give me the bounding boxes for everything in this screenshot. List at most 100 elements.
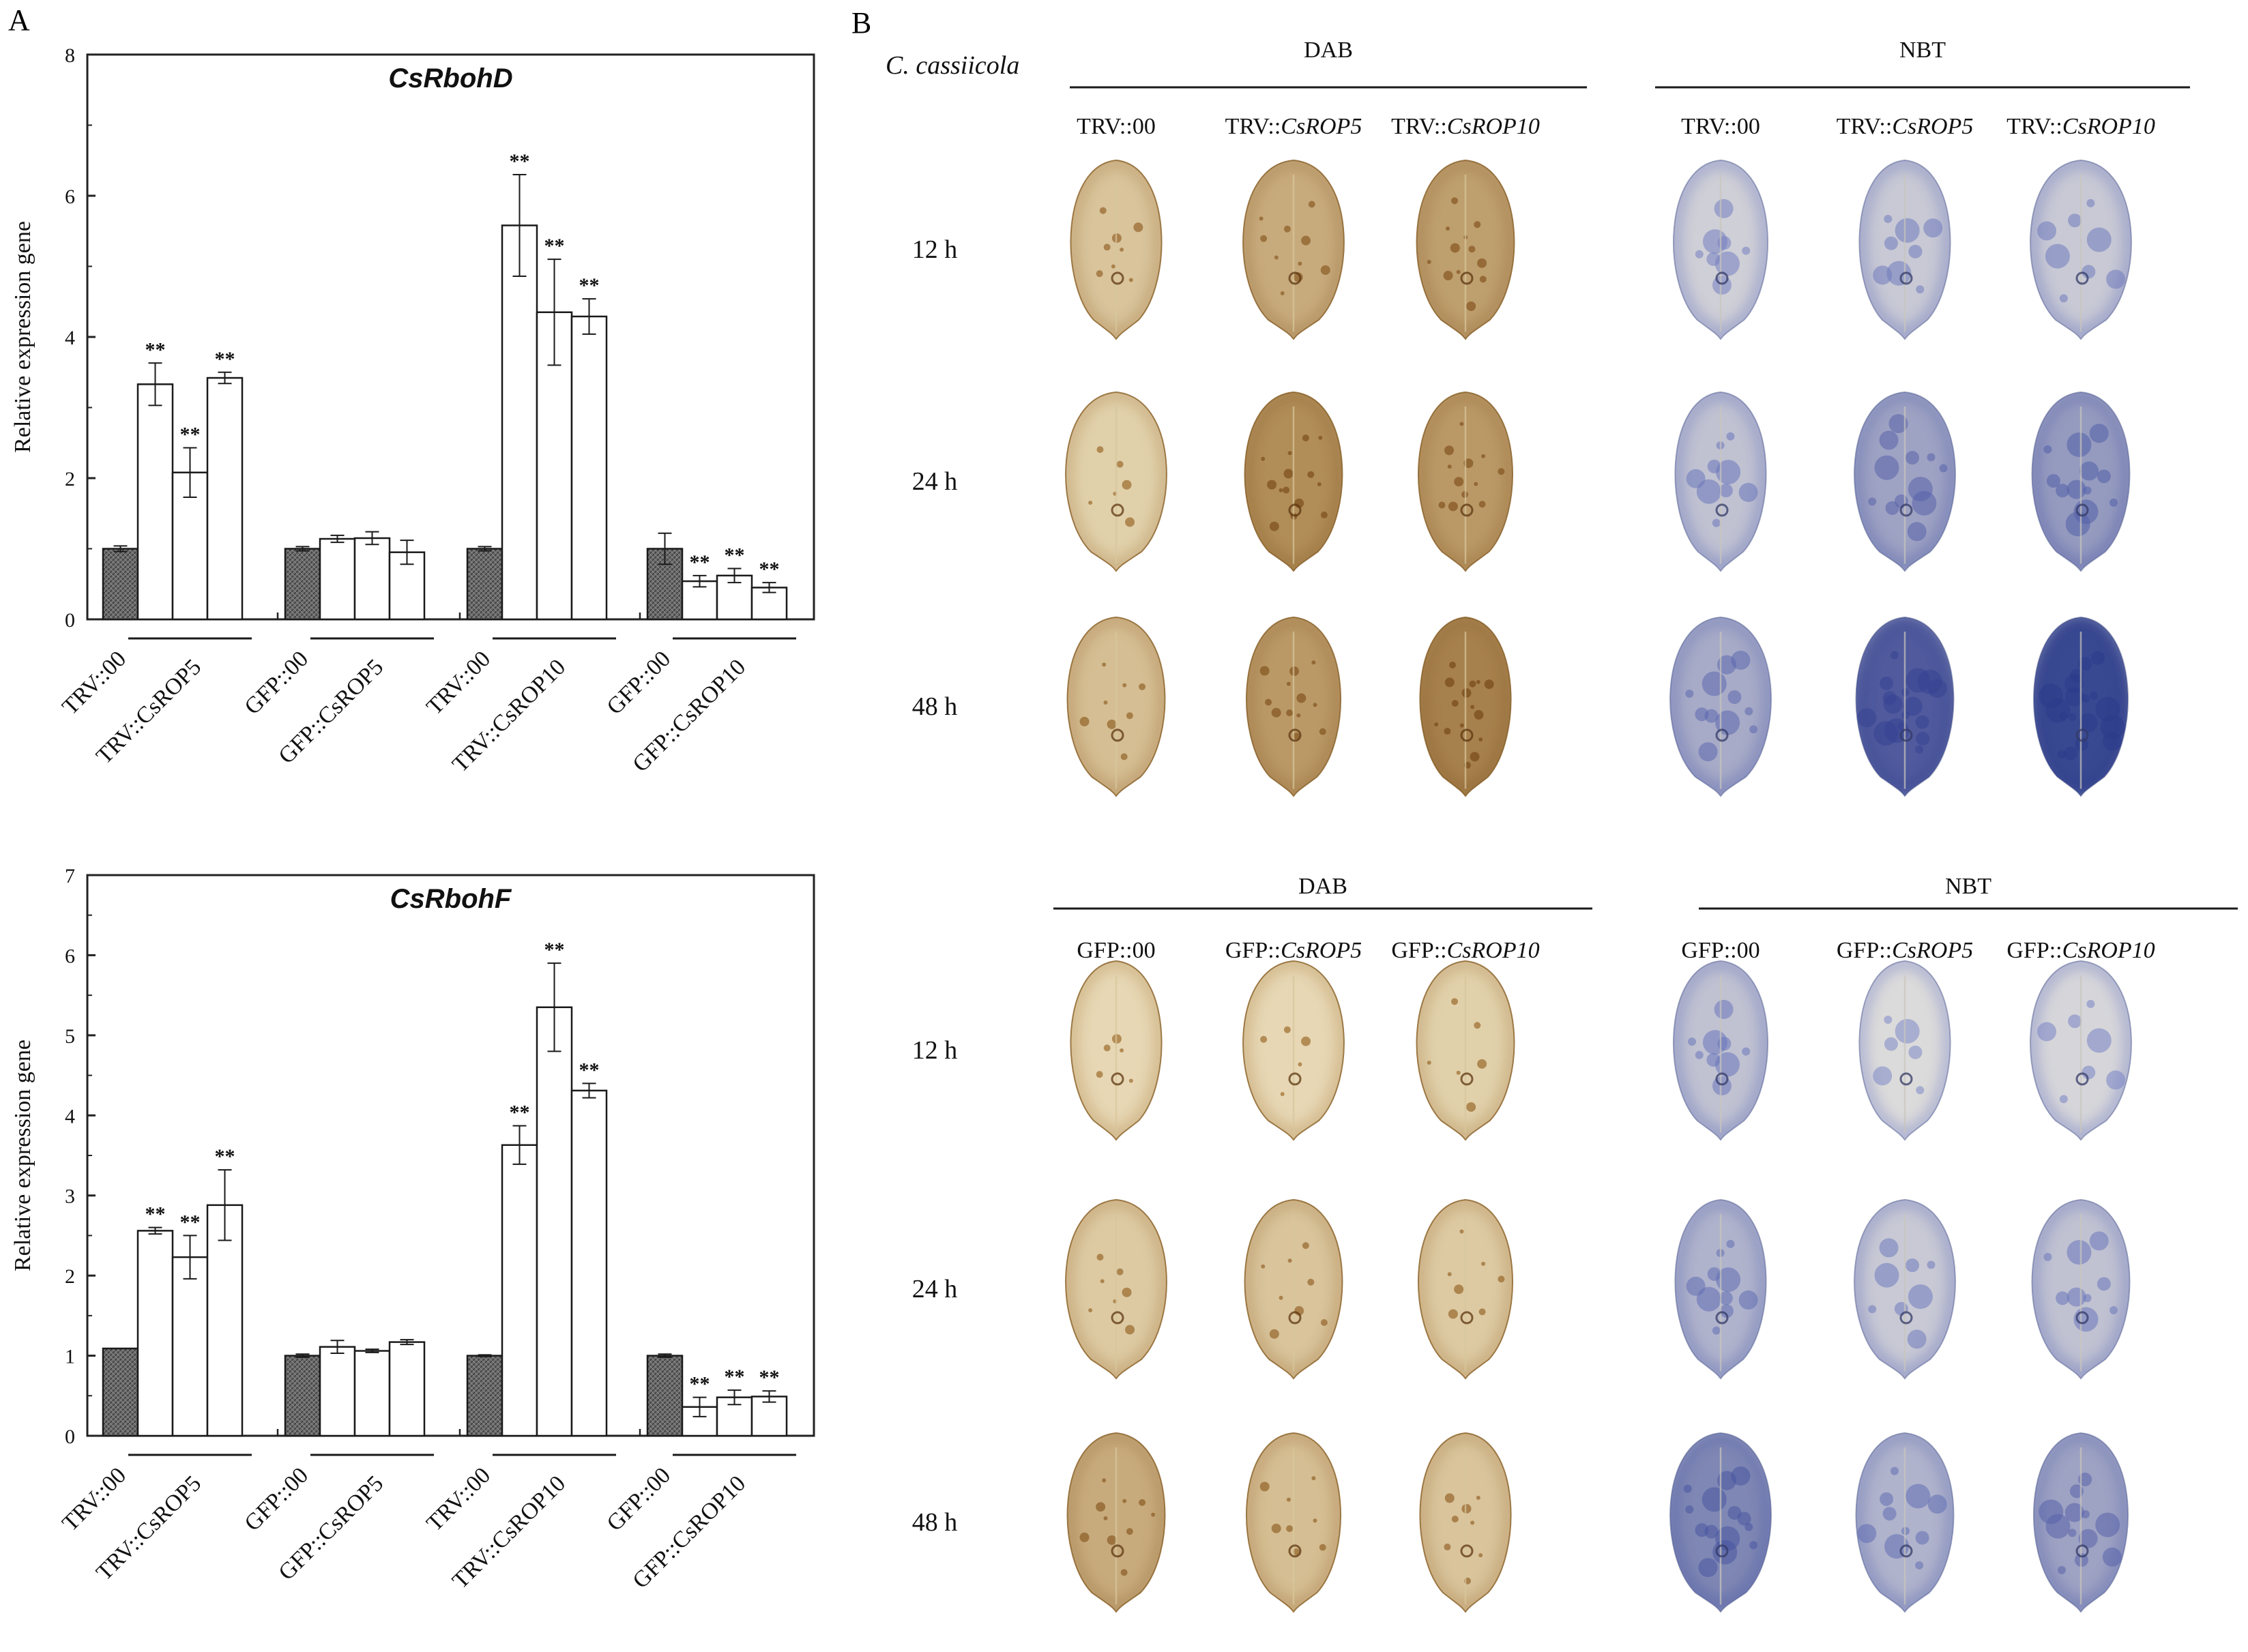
nbt-leaf <box>2031 391 2131 572</box>
stain-spot <box>1478 1553 1483 1558</box>
stain-spot <box>1311 1476 1316 1481</box>
stain-spot <box>1133 222 1143 233</box>
inoculation-site <box>1460 1544 1474 1558</box>
stain-spot <box>1908 1045 1923 1059</box>
column-label-gene: 00 <box>1737 938 1760 963</box>
y-tick-label: 1 <box>65 1346 75 1368</box>
stain-spot <box>1927 1260 1936 1269</box>
stain-spot <box>1916 731 1930 746</box>
y-tick-label: 0 <box>65 1426 75 1448</box>
stain-spot <box>1128 278 1133 282</box>
stain-spot <box>2079 461 2099 481</box>
stain-edge <box>2032 392 2130 571</box>
stain-spot <box>2065 512 2090 537</box>
inoculation-site <box>1715 1311 1729 1325</box>
treatment-bar <box>206 377 244 621</box>
stain-spot <box>1279 1295 1283 1300</box>
inoculation-site <box>2075 503 2089 517</box>
nbt-leaf <box>1674 1198 1767 1380</box>
stain-spot <box>2059 711 2068 720</box>
column-label-prefix: GFP:: <box>1077 938 1132 963</box>
stain-spot <box>1126 1528 1133 1535</box>
treatment-bar <box>353 537 391 621</box>
inoculation-site <box>2075 271 2089 285</box>
stain-spot <box>1474 482 1478 486</box>
stain-spot <box>1116 1268 1124 1275</box>
y-tick-label: 8 <box>65 44 75 67</box>
stain-edge <box>1670 617 1771 796</box>
stain-spot <box>1444 728 1451 735</box>
stain-spot <box>1897 722 1906 731</box>
column-label: TRV::00 <box>1681 114 1760 139</box>
column-label: TRV::00 <box>1077 114 1156 139</box>
column-label: TRV::CsROP5 <box>1837 114 1974 139</box>
column-label-gene: CsROP10 <box>1447 938 1540 963</box>
stain-spot <box>1447 464 1452 469</box>
stain-spot <box>1688 1037 1697 1046</box>
stain-spot <box>1269 1329 1279 1339</box>
stain-spot <box>1261 456 1266 461</box>
stain-spot <box>1707 1267 1721 1281</box>
stain-spot <box>2100 714 2125 739</box>
stain-spot <box>1459 723 1464 728</box>
stain-edge <box>1243 160 1344 339</box>
treatment-bar <box>536 1006 573 1437</box>
stain-spot <box>2109 498 2118 507</box>
stain-spot <box>1917 669 1942 694</box>
column-label-gene: 00 <box>1133 114 1156 139</box>
y-tick-label: 6 <box>65 945 75 967</box>
stain-spot <box>1286 1525 1294 1533</box>
inoculation-site <box>1899 728 1913 742</box>
stain-spot <box>1103 1516 1108 1521</box>
stain-spot <box>1868 1305 1877 1314</box>
nbt-leaf <box>2033 1432 2129 1613</box>
column-label: GFP::00 <box>1681 938 1760 963</box>
stain-spot <box>1714 251 1740 276</box>
pathogen-label: C. cassiicola <box>886 51 1019 80</box>
inoculation-site <box>1111 728 1124 742</box>
stain-spot <box>1884 215 1893 224</box>
stain-spot <box>1307 1278 1315 1286</box>
stain-spot <box>1882 1507 1897 1521</box>
column-label-prefix: TRV:: <box>1225 114 1281 139</box>
stain-spot <box>1731 650 1751 670</box>
column-label-prefix: TRV:: <box>1391 114 1447 139</box>
stain-spot <box>1446 226 1450 231</box>
stain-spot <box>1120 1048 1124 1052</box>
treatment-bar <box>353 1350 391 1437</box>
stain-spot <box>1103 700 1108 705</box>
stain-edge <box>2030 961 2131 1140</box>
stain-edge <box>1420 1433 1511 1612</box>
inoculation-site <box>1288 503 1302 517</box>
stain-spot <box>2106 1070 2126 1090</box>
inoculation-site <box>1715 271 1729 285</box>
time-row-label: 48 h <box>912 1508 958 1537</box>
dab-leaf <box>1416 159 1515 340</box>
inoculation-site <box>2075 1072 2089 1086</box>
stain-spot <box>1099 207 1107 214</box>
stain-spot <box>1927 453 1936 462</box>
column-label-prefix: GFP:: <box>1837 938 1892 963</box>
stain-spot <box>1079 716 1090 726</box>
stain-spot <box>1698 1558 1718 1578</box>
stain-spot <box>1319 728 1326 735</box>
stain-spot <box>1470 752 1480 762</box>
dab-leaf <box>1242 159 1345 340</box>
stain-spot <box>1498 468 1505 475</box>
stain-spot <box>1125 1325 1135 1335</box>
stain-spot <box>2083 486 2092 495</box>
stain-spot <box>1302 1242 1309 1250</box>
inoculation-site <box>2075 1311 2089 1325</box>
column-label-prefix: GFP:: <box>1681 938 1736 963</box>
stain-spot <box>1906 451 1920 465</box>
column-label-prefix: GFP:: <box>2006 938 2062 963</box>
significance-mark: ** <box>690 551 710 574</box>
stain-spot <box>1287 1258 1292 1263</box>
stain-spot <box>1883 694 1903 714</box>
chart-title: CsRbohD <box>388 63 512 93</box>
stain-spot <box>1478 1308 1486 1316</box>
stain-spot <box>1313 1518 1317 1523</box>
stain-edge <box>2034 1433 2128 1612</box>
inoculation-site <box>1899 1072 1913 1086</box>
stain-spot <box>1908 244 1923 259</box>
